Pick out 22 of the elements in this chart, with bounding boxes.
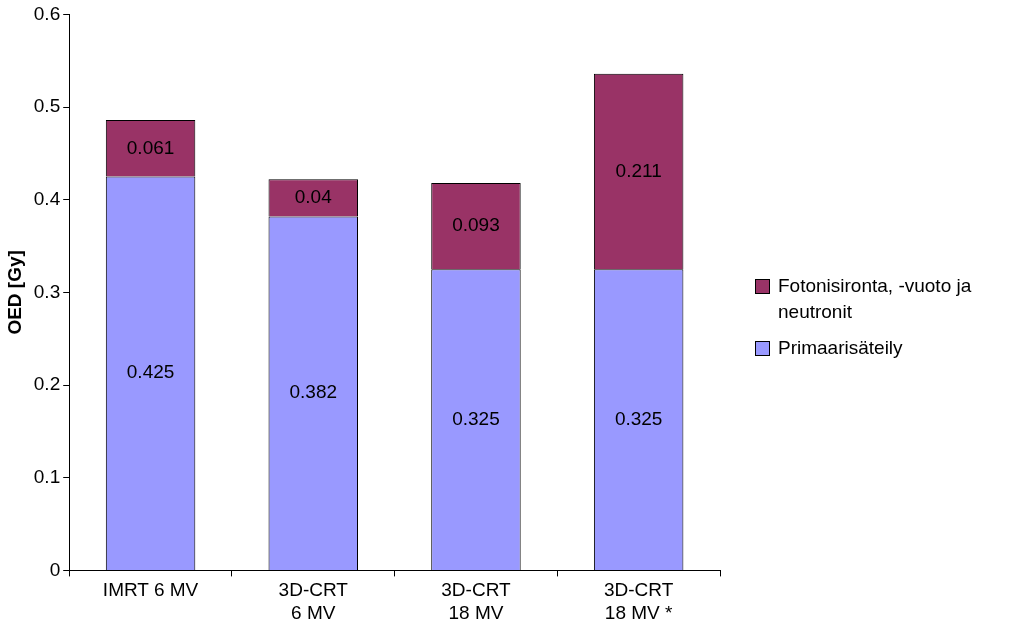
x-tick-label: 3D-CRT 18 MV *: [603, 579, 674, 623]
legend-label: Fotonisironta, -vuoto ja neutronit: [778, 274, 973, 324]
y-tick-label: 0.5: [33, 95, 61, 117]
data-label: 0.325: [452, 407, 500, 429]
y-tick-label: 0.3: [33, 280, 61, 302]
x-tick-label: 3D-CRT 18 MV: [441, 579, 512, 623]
x-tick-label: 3D-CRT 6 MV: [278, 579, 349, 623]
data-label: 0.425: [126, 361, 175, 383]
data-label: 0.093: [452, 214, 500, 236]
y-tick-label: 0.4: [33, 187, 61, 209]
y-tick-label: 0.2: [33, 373, 61, 395]
y-tick-label: 0: [49, 558, 61, 580]
y-tick-label: 0.6: [33, 2, 61, 24]
x-tick-label: IMRT 6 MV: [102, 579, 199, 601]
legend-label: Primaarisäteily: [778, 336, 903, 360]
y-tick-label: 0.1: [33, 465, 61, 487]
data-label: 0.325: [614, 407, 663, 429]
data-label: 0.04: [294, 186, 333, 208]
data-label: 0.211: [615, 159, 662, 181]
data-label: 0.061: [126, 136, 175, 158]
y-axis-title: OED [Gy]: [3, 250, 25, 335]
data-label: 0.382: [289, 381, 338, 403]
